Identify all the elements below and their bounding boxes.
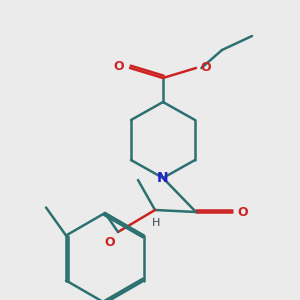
Text: O: O [237, 206, 248, 218]
Text: H: H [152, 218, 161, 227]
Text: N: N [157, 171, 169, 185]
Text: O: O [104, 236, 115, 250]
Text: O: O [113, 60, 124, 73]
Text: O: O [200, 61, 211, 74]
